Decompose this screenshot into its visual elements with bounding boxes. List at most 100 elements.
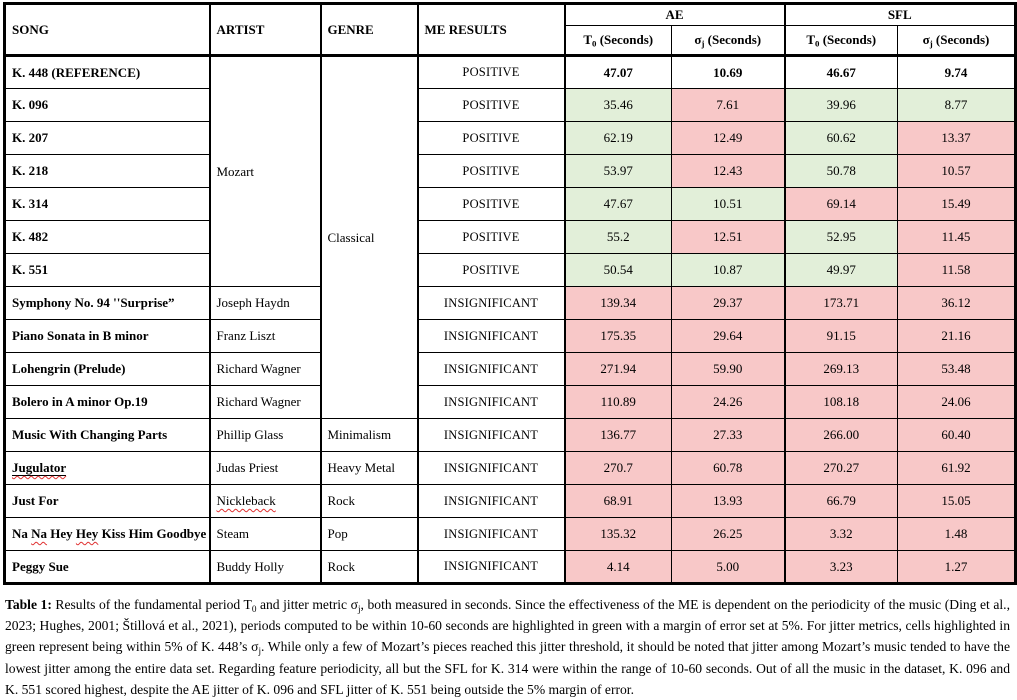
ae-sigma-value: 26.25 [671,517,785,551]
genre-cell: Minimalism [319,418,418,452]
me-result-cell: INSIGNIFICANT [416,385,565,419]
sfl-sigma-value: 9.74 [897,55,1016,89]
me-result-cell: INSIGNIFICANT [416,451,565,485]
sfl-sigma-value: 8.77 [897,88,1016,122]
table-row: Jugulator Judas Priest Heavy Metal INSIGNIF… [4,451,1016,485]
ae-sigma-value: 60.78 [671,451,785,485]
table-row: K. 482 POSITIVE 55.2 12.51 52.95 11.45 [4,220,1016,254]
sfl-sigma-value: 61.92 [897,451,1016,485]
me-result-cell: POSITIVE [416,220,565,254]
ae-sigma-value: 12.43 [671,154,785,188]
header-row-groups: SONG ARTIST GENRE ME RESULTS AE SFL [4,3,1016,57]
ae-sigma-value: 10.51 [671,187,785,221]
sigma-label: σ [922,32,930,47]
sfl-sigma-value: 15.49 [897,187,1016,221]
t0-subscript: 0 [592,38,597,49]
artist-cell: Nickleback [208,484,321,518]
artist-name: Franz Liszt [216,328,276,343]
sfl-t0-value: 66.79 [783,484,898,518]
artist-cell: Joseph Haydn [208,286,321,320]
table-row: Symphony No. 94 ''Surprise” Joseph Haydn I… [4,286,1016,320]
sfl-t0-value: 266.00 [783,418,898,452]
genre-cell: Rock [319,550,418,584]
ae-t0-value: 175.35 [563,319,672,353]
song-title: Symphony No. 94 ''Surprise” [12,295,175,310]
me-result-cell: INSIGNIFICANT [416,319,565,353]
song-title: Jugulator [12,460,67,476]
me-result-cell: INSIGNIFICANT [416,517,565,551]
table-row: K. 218 POSITIVE 53.97 12.43 50.78 10.57 [4,154,1016,188]
me-result-cell: INSIGNIFICANT [416,418,565,452]
seconds-unit: (Seconds) [704,32,762,47]
me-result-cell: INSIGNIFICANT [416,484,565,518]
song-title: Na [31,526,48,541]
table-row: Na Na Hey Hey Kiss Him Goodbye Steam Pop IN… [4,517,1016,551]
artist-name: Steam [216,526,250,541]
header-me-results: ME RESULTS [416,3,565,57]
me-result-cell: POSITIVE [416,253,565,287]
sfl-t0-value: 91.15 [783,319,898,353]
song-title: Lohengrin (Prelude) [12,361,126,376]
me-result-cell: POSITIVE [416,55,565,89]
caption-label: Table 1: [5,597,52,612]
ae-sigma-value: 24.26 [671,385,785,419]
header-row-metrics: T0 (Seconds) σj (Seconds) T0 (Seconds) σ… [5,25,1016,57]
genre-cell: Classical [319,55,418,419]
sfl-t0-value: 3.32 [783,517,898,551]
ae-sigma-value: 29.37 [671,286,785,320]
me-result-cell: POSITIVE [416,121,565,155]
song-cell: Symphony No. 94 ''Surprise” [4,286,210,320]
table-row: K. 096 POSITIVE 35.46 7.61 39.96 8.77 [4,88,1016,122]
song-cell: K. 096 [4,88,210,122]
header-artist: ARTIST [208,3,321,57]
sfl-t0-value: 69.14 [783,187,898,221]
artist-name: Richard Wagner [216,394,301,409]
song-cell: K. 448 (REFERENCE) [4,55,210,89]
song-cell: Piano Sonata in B minor [4,319,210,353]
genre-cell: Heavy Metal [319,451,418,485]
table-row: K. 314 POSITIVE 47.67 10.51 69.14 15.49 [4,187,1016,221]
song-title: Kiss Him Goodbye [98,526,207,541]
sfl-t0-value: 108.18 [783,385,898,419]
song-cell: Jugulator [4,451,210,485]
caption-t0-subscript: 0 [251,603,257,614]
sfl-sigma-value: 15.05 [897,484,1016,518]
song-cell: Just For [4,484,210,518]
caption-sigma-subscript: j [258,646,262,657]
sfl-t0-value: 60.62 [783,121,898,155]
table-row: Music With Changing Parts Phillip Glass Mi… [4,418,1016,452]
me-result-cell: INSIGNIFICANT [416,550,565,584]
me-result-cell: INSIGNIFICANT [416,352,565,386]
table-row: K. 207 POSITIVE 62.19 12.49 60.62 13.37 [4,121,1016,155]
header-ae-sigma: σj (Seconds) [671,25,785,57]
sigma-subscript: j [929,38,933,49]
artist-name: Mozart [216,163,255,179]
ae-t0-value: 139.34 [563,286,672,320]
ae-t0-value: 47.67 [563,187,672,221]
song-cell: K. 482 [4,220,210,254]
ae-t0-value: 35.46 [563,88,672,122]
me-result-cell: POSITIVE [416,154,565,188]
sfl-sigma-value: 24.06 [897,385,1016,419]
me-result-cell: POSITIVE [416,187,565,221]
ae-t0-value: 135.32 [563,517,672,551]
ae-t0-value: 110.89 [563,385,672,419]
sfl-t0-value: 173.71 [783,286,898,320]
table-row: Lohengrin (Prelude) Richard Wagner INSIGNI… [4,352,1016,386]
sfl-t0-value: 3.23 [783,550,898,584]
table-caption: Table 1: Results of the fundamental peri… [5,594,1010,700]
sfl-sigma-value: 1.27 [897,550,1016,584]
sigma-subscript: j [701,38,705,49]
artist-cell: Franz Liszt [208,319,321,353]
song-title: Hey [75,526,99,541]
header-sfl-sigma: σj (Seconds) [897,25,1016,57]
song-title: K. 218 [12,163,49,178]
ae-sigma-value: 12.49 [671,121,785,155]
song-cell: Music With Changing Parts [4,418,210,452]
sfl-sigma-value: 11.45 [897,220,1016,254]
ae-t0-value: 55.2 [563,220,672,254]
ae-t0-value: 53.97 [563,154,672,188]
t0-label: T [583,32,593,47]
seconds-unit: (Seconds) [819,32,877,47]
sfl-t0-value: 269.13 [783,352,898,386]
